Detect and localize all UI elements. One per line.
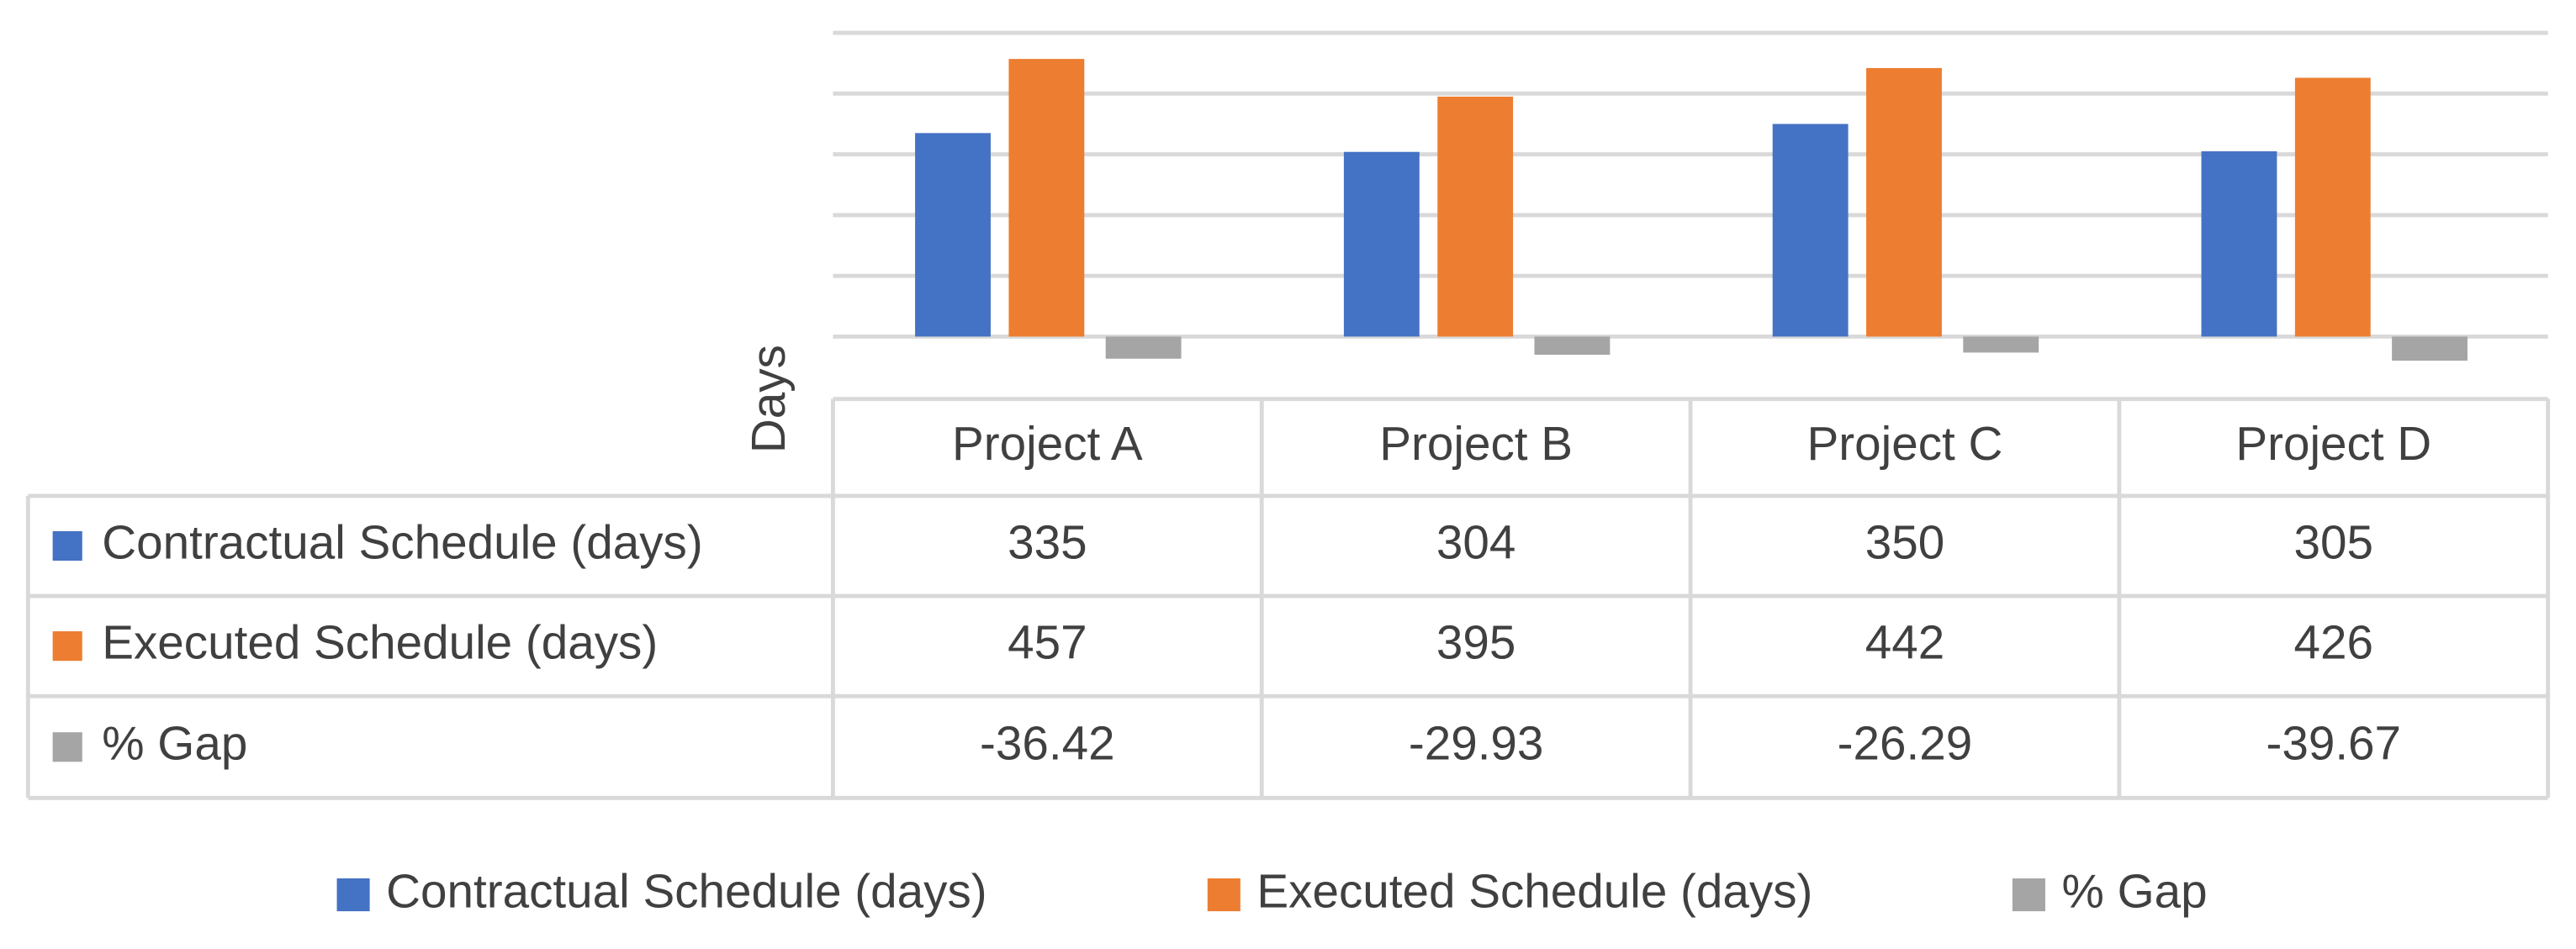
bar <box>1963 336 2039 353</box>
bar <box>1008 59 1085 337</box>
legend-key <box>336 878 370 912</box>
table-value: -39.67 <box>2266 718 2401 771</box>
table-value: 305 <box>2294 516 2373 569</box>
x-tick-label: Project B <box>1379 418 1573 471</box>
legend-label: % Gap <box>2061 866 2207 919</box>
table-row-label: Contractual Schedule (days) <box>102 516 702 569</box>
table-value: 442 <box>1865 617 1944 670</box>
y-axis-label: Days <box>743 345 796 453</box>
bar <box>2392 336 2468 361</box>
table-legend-key <box>52 732 82 762</box>
table-row-label: % Gap <box>102 718 247 771</box>
x-tick-label: Project A <box>952 418 1143 471</box>
table-value: 395 <box>1436 617 1515 670</box>
table-value: 457 <box>1008 617 1087 670</box>
x-tick-label: Project C <box>1807 418 2003 471</box>
bar <box>1105 336 1182 359</box>
table-legend-key <box>52 530 82 561</box>
bar <box>1437 96 1514 337</box>
table-value: -36.42 <box>980 718 1115 771</box>
table-value: -26.29 <box>1838 718 1973 771</box>
bar <box>1343 151 1420 337</box>
table-value: 426 <box>2294 617 2373 670</box>
legend-key <box>2012 878 2045 912</box>
table-legend-key <box>52 631 82 662</box>
bar <box>1534 336 1611 356</box>
bar <box>2201 150 2277 337</box>
legend-label: Executed Schedule (days) <box>1256 866 1812 919</box>
x-tick-label: Project D <box>2235 418 2431 471</box>
legend-key <box>1207 878 1240 912</box>
bar <box>2294 77 2371 337</box>
table-value: -29.93 <box>1409 718 1544 771</box>
table-row-label: Executed Schedule (days) <box>102 617 658 670</box>
table-value: 304 <box>1436 516 1515 569</box>
bar <box>1772 124 1849 337</box>
bar <box>915 133 991 337</box>
table-value: 335 <box>1008 516 1087 569</box>
table-value: 350 <box>1865 516 1944 569</box>
bar <box>1866 67 1942 337</box>
legend-label: Contractual Schedule (days) <box>386 866 986 919</box>
